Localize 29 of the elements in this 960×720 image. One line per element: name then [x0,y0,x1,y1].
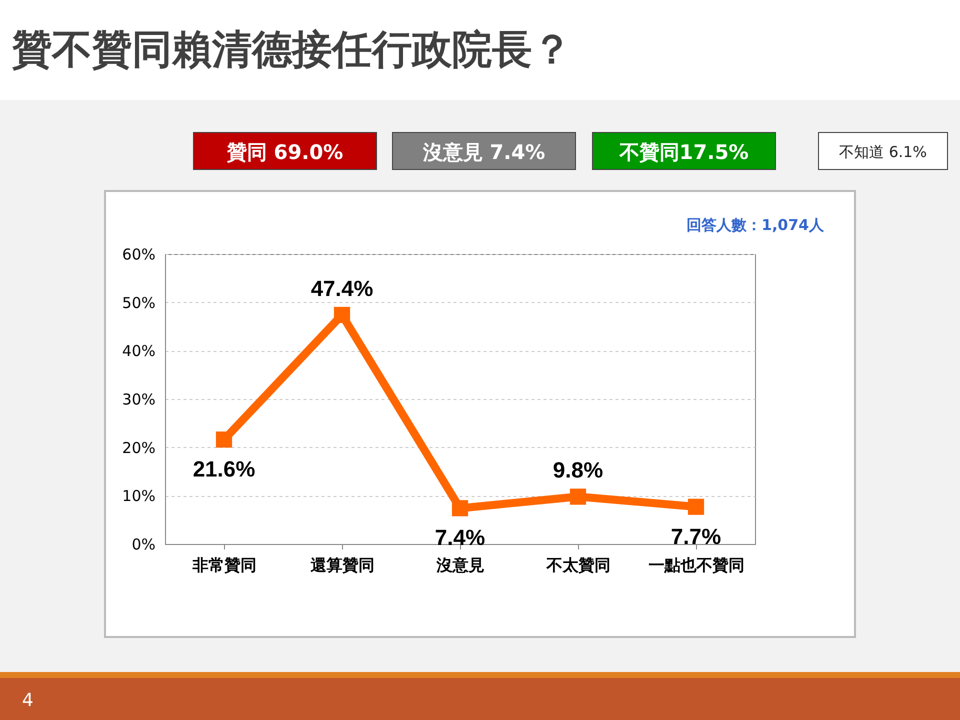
y-tick-label: 10% [122,487,156,506]
text: 回答人數：1,074人 [686,216,824,235]
data-label: 47.4% [310,276,374,301]
chart-title: 贊不贊同賴清德接任行政院長？ [12,26,572,75]
text: 沒意見 7.4% [392,132,576,170]
text: 不知道 6.1% [818,132,948,170]
data-label: 7.7% [670,524,722,549]
text: 4 [22,690,34,711]
point [334,306,350,323]
x-tick-label: 沒意見 [436,556,484,574]
data-label: 9.8% [552,458,604,483]
y-tick-label: 20% [122,438,156,457]
x-tick-label: 不太贊同 [546,556,610,574]
data-label: 7.4% [434,525,486,550]
y-tick-label: 0% [132,536,156,554]
y-tick-label: 30% [122,390,156,408]
point [570,488,586,505]
y-tick-label: 40% [122,342,156,360]
text: 贊同 69.0% [193,132,377,170]
point [216,432,232,448]
x-tick-label: 還算贊同 [310,556,374,574]
y-tick-label: 60% [122,246,156,264]
point [688,498,704,515]
x-tick-label: 非常贊同 [192,556,256,574]
data-label: 21.6% [192,456,256,482]
point [452,500,468,516]
y-tick-label: 50% [122,294,156,312]
x-tick-label: 一點也不贊同 [648,556,744,574]
text: 不贊同17.5% [592,132,776,170]
